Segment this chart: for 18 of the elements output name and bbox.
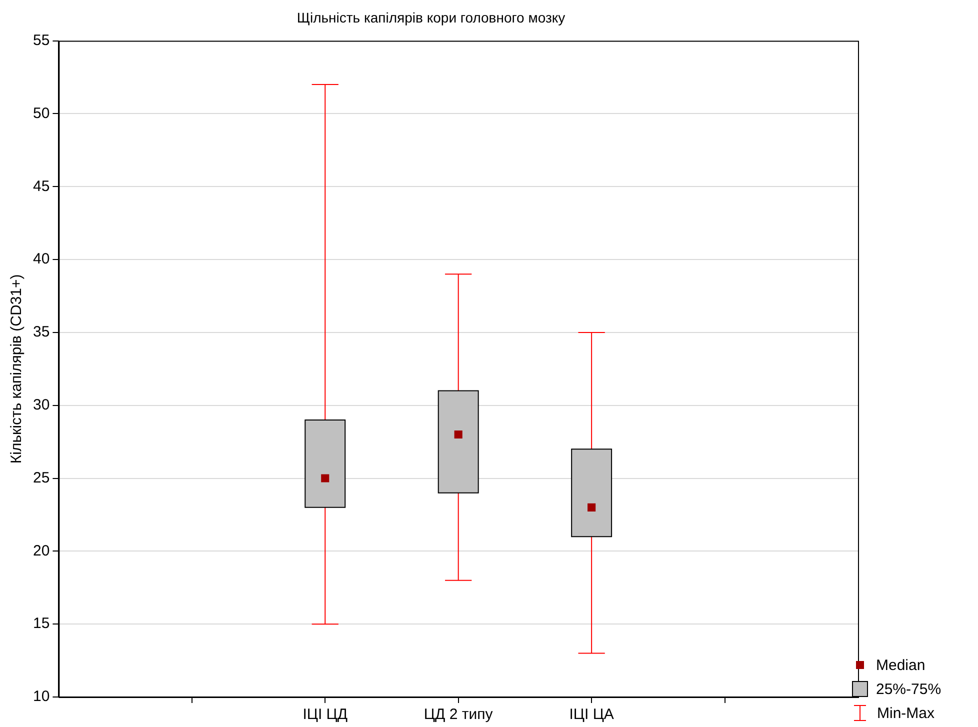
y-tick-label: 45: [32, 178, 50, 195]
y-tick-label: 20: [32, 542, 50, 560]
y-tick-label: 55: [32, 32, 50, 49]
y-axis-title: Кількість капілярів (CD31+): [8, 274, 26, 464]
text: Min-Max: [877, 704, 935, 722]
chart-title: Щільність капілярів кори головного мозку: [296, 9, 566, 26]
text: 25%-75%: [876, 680, 942, 698]
x-tick-label: ІЦІ ЦД: [302, 706, 348, 724]
y-tick-label: 40: [32, 250, 50, 268]
y-tick-label: 35: [32, 324, 50, 341]
x-tick-label: ЦД 2 типу: [424, 706, 494, 724]
y-tick-label: 10: [32, 688, 50, 706]
x-tick-label: ІЦІ ЦА: [569, 706, 614, 724]
y-tick-label: 25: [32, 469, 50, 486]
y-tick-label: 50: [32, 104, 50, 122]
y-tick-label: 15: [32, 615, 50, 632]
y-tick-label: 30: [32, 396, 50, 414]
text: Median: [876, 656, 926, 674]
